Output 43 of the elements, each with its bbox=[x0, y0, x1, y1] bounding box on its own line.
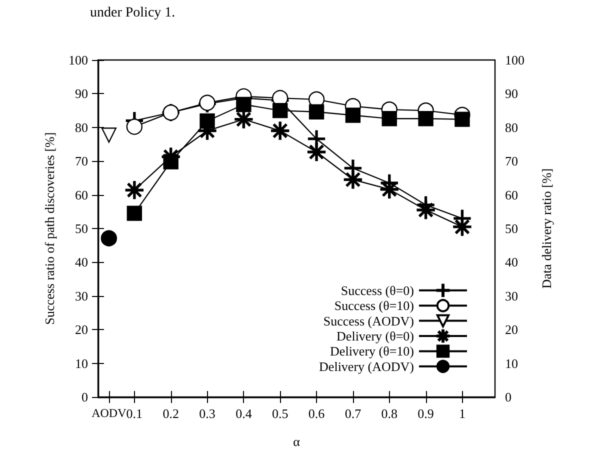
legend-label: Delivery (AODV) bbox=[319, 358, 414, 374]
y-tick-label: 0 bbox=[82, 390, 88, 404]
x-tick-label: AODV bbox=[92, 406, 127, 420]
y-tick-label: 20 bbox=[75, 322, 88, 338]
y-axis-title: Success ratio of path discoveries [%] bbox=[42, 132, 57, 325]
y-tick-label: 70 bbox=[75, 154, 88, 169]
legend-label: Success (θ=10) bbox=[334, 298, 414, 314]
y2-tick-label: 80 bbox=[505, 120, 518, 135]
y-tick-label: 40 bbox=[75, 254, 88, 270]
x-tick-label: 0.3 bbox=[199, 406, 216, 421]
y2-tick-label: 0 bbox=[505, 390, 512, 404]
y2-tick-label: 70 bbox=[505, 154, 518, 169]
y2-tick-label: 30 bbox=[505, 288, 518, 304]
y-tick-label: 50 bbox=[75, 221, 88, 236]
legend-label: Success (AODV) bbox=[323, 313, 414, 328]
y2-tick-label: 10 bbox=[505, 356, 518, 371]
x-tick-label: 0.6 bbox=[308, 406, 326, 421]
y-tick-label: 80 bbox=[75, 120, 88, 135]
x-tick-label: 1 bbox=[458, 406, 466, 421]
x-axis-title: α bbox=[293, 434, 300, 449]
legend-label: Delivery (θ=0) bbox=[336, 328, 414, 344]
x-tick-label: 0.4 bbox=[236, 406, 252, 421]
x-tick-label: 0.5 bbox=[272, 406, 288, 421]
y2-axis-title: Data delivery ratio [%] bbox=[539, 168, 554, 289]
y2-tick-label: 90 bbox=[505, 86, 518, 102]
y2-tick-label: 50 bbox=[505, 221, 518, 236]
y2-tick-label: 20 bbox=[505, 322, 518, 338]
legend-label: Success (θ=0) bbox=[340, 282, 414, 298]
y-tick-label: 90 bbox=[75, 86, 88, 102]
x-tick-label: 0.9 bbox=[418, 406, 434, 421]
y-tick-label: 10 bbox=[75, 356, 88, 371]
x-tick-label: 0.1 bbox=[126, 406, 143, 421]
y2-tick-label: 40 bbox=[505, 254, 518, 270]
legend-label: Delivery (θ=10) bbox=[330, 344, 414, 359]
y2-tick-label: 60 bbox=[505, 187, 518, 202]
x-tick-label: 0.2 bbox=[162, 406, 179, 421]
y-tick-label: 60 bbox=[75, 187, 88, 202]
x-tick-label: 0.8 bbox=[381, 406, 398, 421]
text: under Policy 1. bbox=[90, 6, 176, 20]
x-tick-label: 0.7 bbox=[344, 406, 362, 421]
y-tick-label: 30 bbox=[75, 288, 88, 304]
y2-tick-label: 100 bbox=[505, 52, 524, 68]
y-tick-label: 100 bbox=[68, 52, 88, 68]
